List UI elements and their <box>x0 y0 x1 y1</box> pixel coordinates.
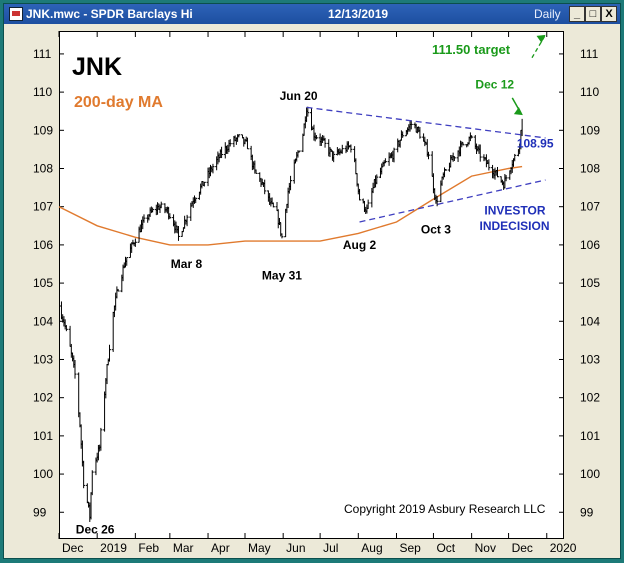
chart-subtitle: 200-day MA <box>74 94 163 111</box>
x-tick-label: Nov <box>475 541 496 555</box>
y-tick-label-left: 109 <box>33 123 53 137</box>
minimize-button[interactable]: _ <box>569 6 585 22</box>
trendline-upper <box>306 106 546 139</box>
ma-200-line <box>58 165 523 246</box>
y-tick-label-right: 111 <box>580 47 599 61</box>
annotation-label: INDECISION <box>480 219 550 233</box>
y-tick-label-right: 102 <box>580 391 600 405</box>
window-title: JNK.mwc - SPDR Barclays Hi <box>26 7 193 21</box>
x-tick-label: 2020 <box>550 541 577 555</box>
trendlines-layer <box>306 34 547 223</box>
copyright-text: Copyright 2019 Asbury Research LLC <box>344 502 546 516</box>
x-tick-label: Jul <box>323 541 338 555</box>
target-arrow-head <box>536 34 546 43</box>
y-tick-label-right: 103 <box>580 352 600 366</box>
x-tick-label: Aug <box>361 541 382 555</box>
y-tick-label-left: 104 <box>33 314 53 328</box>
annotation-label: Jun 20 <box>280 89 318 103</box>
y-tick-label-right: 99 <box>580 505 594 519</box>
y-tick-label-left: 105 <box>33 276 53 290</box>
app-icon <box>9 7 23 21</box>
close-button[interactable]: X <box>601 6 617 22</box>
maximize-button[interactable]: □ <box>585 6 601 22</box>
annotation-label: Dec 12 <box>475 77 514 91</box>
annotation-label: Dec 26 <box>76 522 115 536</box>
y-tick-label-left: 111 <box>33 47 52 61</box>
y-tick-label-right: 104 <box>580 314 600 328</box>
y-tick-label-right: 108 <box>580 162 600 176</box>
window-date: 12/13/2019 <box>328 7 389 21</box>
labels-layer: Jun 20 Dec 12 111.50 target 108.95 Mar 8 May … <box>76 42 554 536</box>
y-tick-label-right: 100 <box>580 467 600 481</box>
x-tick-label: Oct <box>436 541 455 555</box>
ma-200-layer <box>58 165 523 246</box>
title-bar[interactable]: JNK.mwc - SPDR Barclays Hi 12/13/2019 Da… <box>4 4 620 24</box>
x-tick-label: 2019 <box>100 541 127 555</box>
y-tick-label-right: 109 <box>580 123 600 137</box>
dec12-arrow-head <box>513 107 523 116</box>
x-tick-label: Feb <box>138 541 159 555</box>
y-tick-label-left: 103 <box>33 352 53 366</box>
annotation-label: 111.50 target <box>432 42 511 57</box>
y-tick-label-left: 102 <box>33 391 53 405</box>
y-tick-label-right: 105 <box>580 276 600 290</box>
x-tick-label: May <box>248 541 271 555</box>
annotation-label: Mar 8 <box>171 257 203 271</box>
annotation-label: 108.95 <box>517 137 554 151</box>
tick-marks: 99 99 100 100 101 101 102 102 103 103 104 104 105 105… <box>33 31 600 555</box>
chart-title: JNK <box>72 53 122 81</box>
price-bars-layer <box>59 106 523 522</box>
y-tick-label-left: 107 <box>33 200 53 214</box>
y-tick-label-left: 106 <box>33 238 53 252</box>
y-tick-label-left: 110 <box>33 85 52 99</box>
annotation-label: INVESTOR <box>484 204 545 218</box>
period-label[interactable]: Daily <box>534 7 561 21</box>
x-tick-label: Mar <box>173 541 194 555</box>
y-tick-label-left: 108 <box>33 162 53 176</box>
y-tick-label-left: 99 <box>33 505 47 519</box>
annotation-label: Oct 3 <box>421 223 451 237</box>
x-tick-label: Dec <box>62 541 83 555</box>
y-tick-label-left: 101 <box>33 429 53 443</box>
annotation-label: May 31 <box>262 268 302 282</box>
y-tick-label-right: 106 <box>580 238 600 252</box>
x-tick-label: Dec <box>512 541 533 555</box>
y-tick-label-right: 107 <box>580 200 600 214</box>
y-tick-label-right: 110 <box>580 85 599 99</box>
annotation-label: Aug 2 <box>343 238 377 252</box>
trendline-lower <box>359 179 546 223</box>
y-tick-label-right: 101 <box>580 429 600 443</box>
x-tick-label: Apr <box>211 541 230 555</box>
x-tick-label: Sep <box>399 541 421 555</box>
x-tick-label: Jun <box>286 541 305 555</box>
y-tick-label-left: 100 <box>33 467 53 481</box>
